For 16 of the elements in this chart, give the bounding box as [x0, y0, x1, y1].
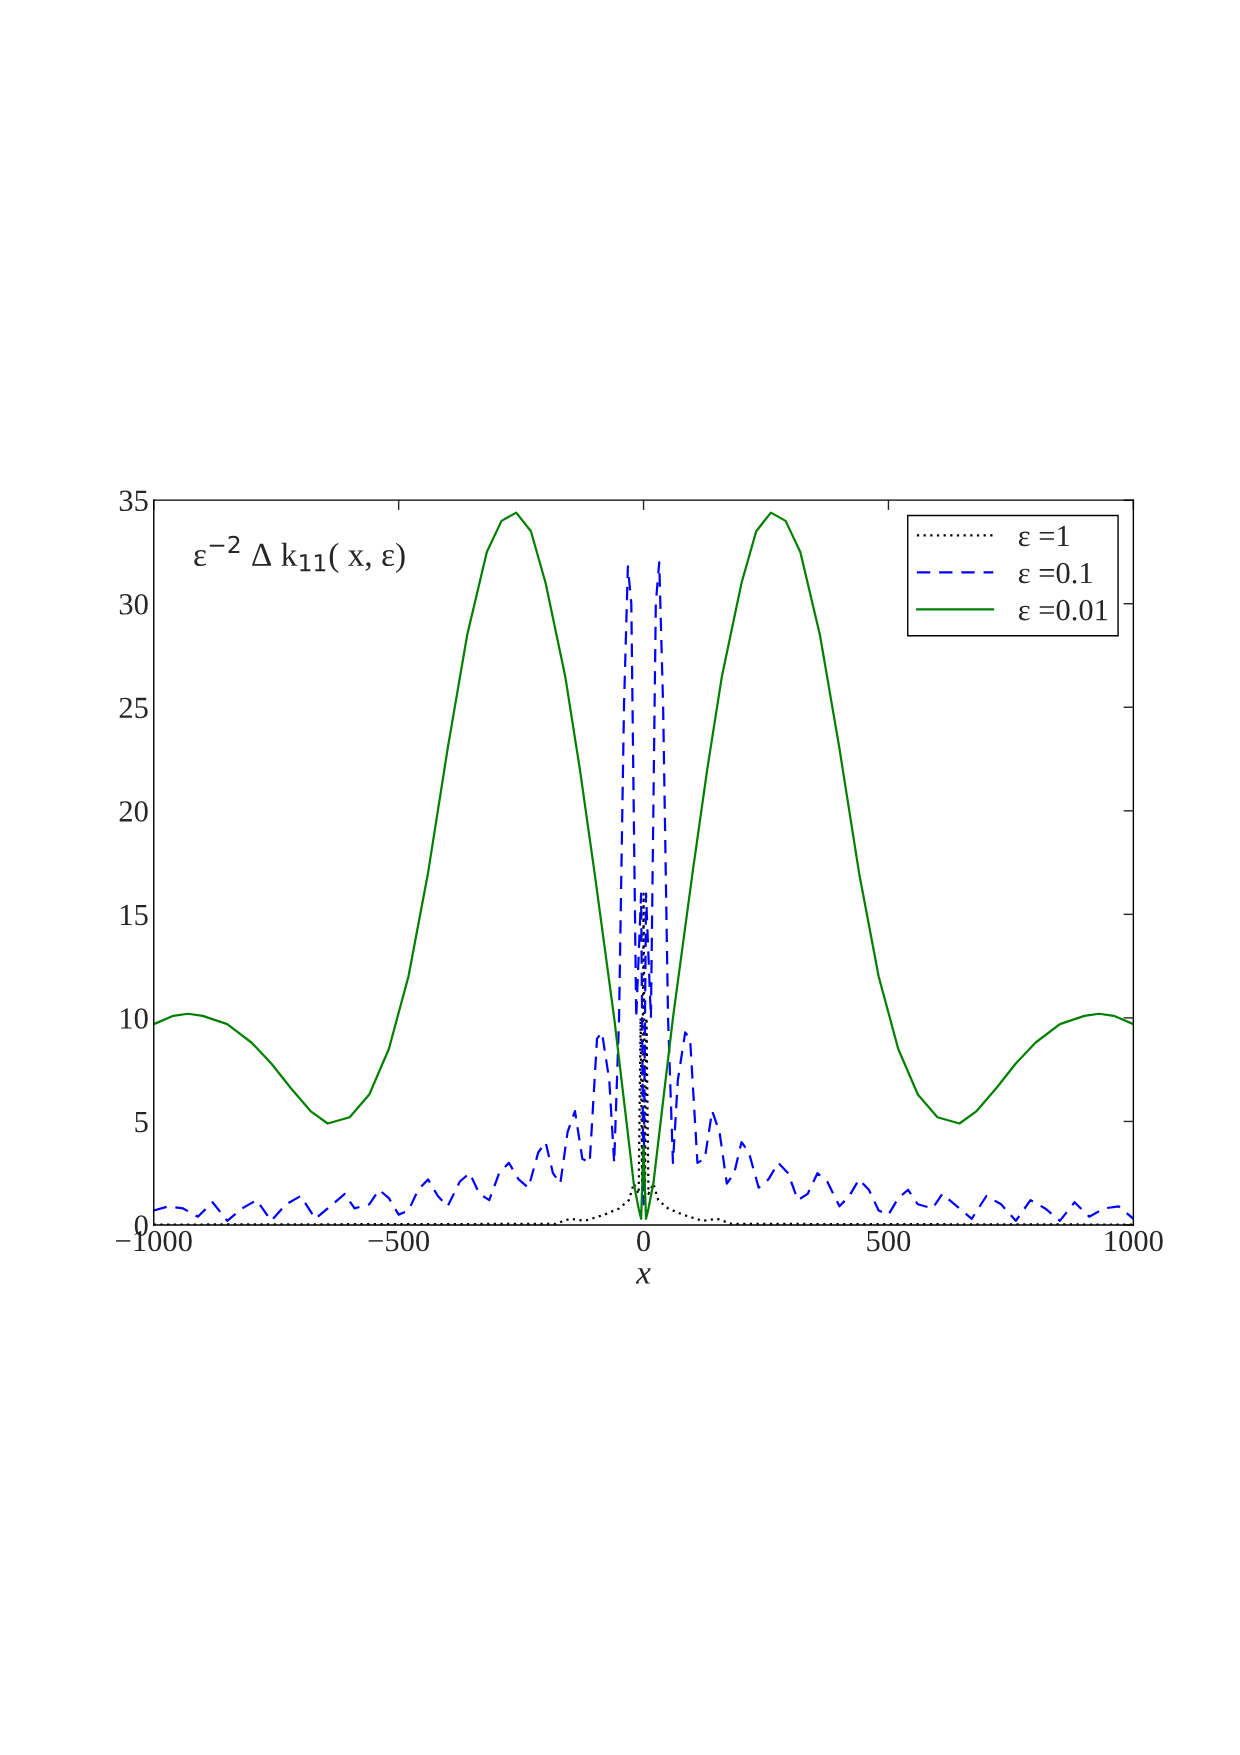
legend-label: ε =1 — [1018, 525, 1069, 547]
y-tick-label: 35 — [119, 490, 148, 512]
y-tick-label: 30 — [119, 594, 148, 615]
x-tick-label: 1000 — [1105, 1230, 1163, 1252]
x-tick-label: 500 — [867, 1230, 911, 1252]
legend-label: ε =0.1 — [1018, 562, 1092, 584]
x-tick-label: −500 — [368, 1230, 430, 1252]
x-axis-title: x — [635, 1268, 651, 1284]
y-tick-label: 20 — [119, 801, 148, 822]
y-tick-label: 10 — [121, 1008, 148, 1029]
y-tick-label: 25 — [119, 697, 148, 719]
legend-label: ε =0.01 — [1018, 599, 1108, 621]
y-tick-label: 15 — [121, 904, 148, 926]
y-tick-label: 5 — [135, 1112, 148, 1133]
x-tick-label: 0 — [637, 1230, 651, 1252]
annotation: ε$^{−2}$ Δ k$_{11}$( x, ε) — [194, 535, 405, 573]
